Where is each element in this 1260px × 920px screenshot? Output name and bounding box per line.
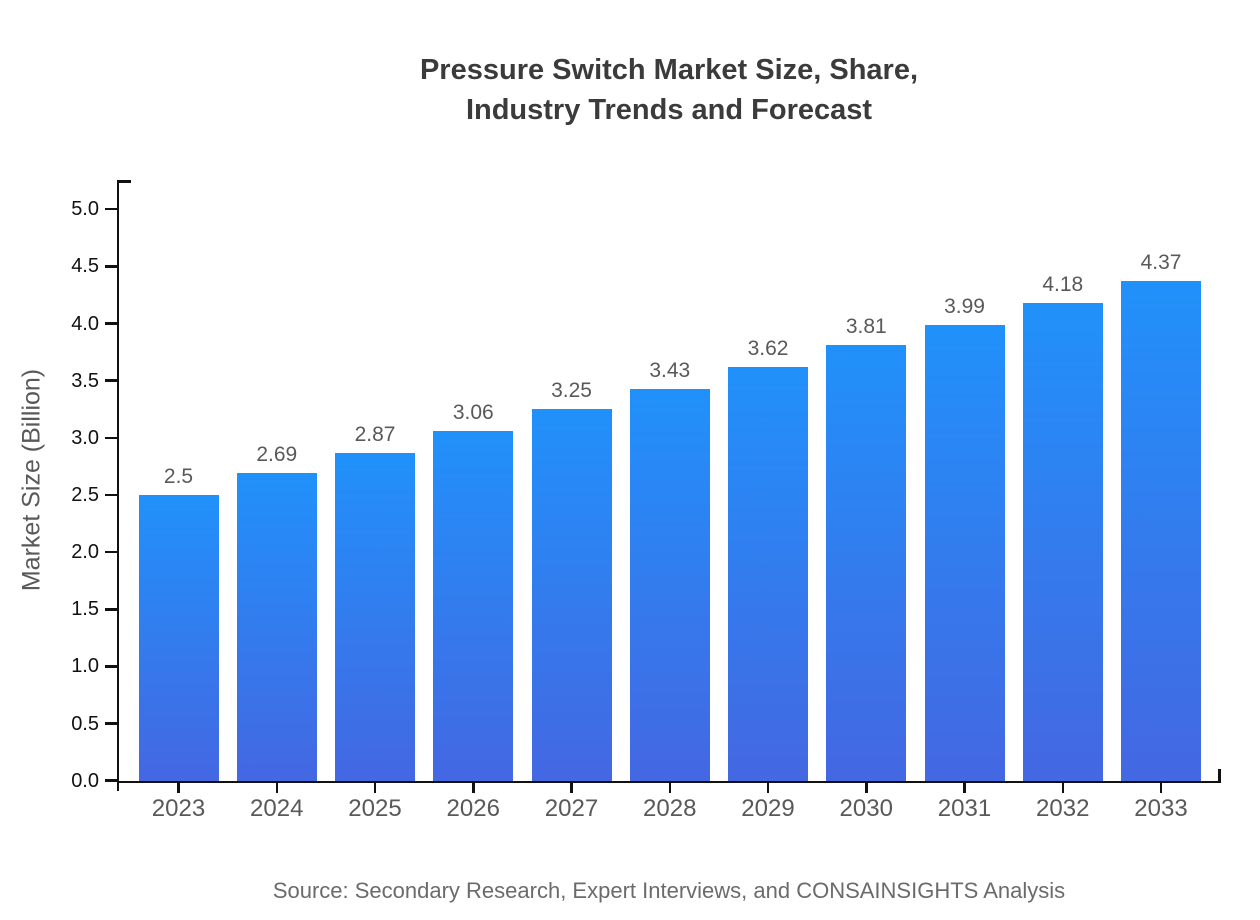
x-tick-label: 2032 bbox=[1036, 795, 1090, 822]
x-tick-label: 2026 bbox=[446, 795, 500, 822]
bar-2026 bbox=[433, 430, 514, 781]
x-tick-label: 2025 bbox=[348, 795, 402, 822]
bar-value-label: 3.06 bbox=[452, 400, 494, 424]
y-axis-top-cap bbox=[116, 180, 131, 183]
bar-value-label: 2.69 bbox=[256, 443, 298, 467]
y-tick-label: 3.5 bbox=[71, 369, 99, 392]
x-tick-mark bbox=[177, 781, 180, 793]
y-tick-label: 0.5 bbox=[71, 712, 99, 735]
bar-2027 bbox=[531, 409, 612, 781]
x-axis-end-cap bbox=[1218, 769, 1221, 783]
chart-title: Pressure Switch Market Size, Share, Indu… bbox=[419, 54, 919, 126]
bar-2024 bbox=[236, 473, 317, 781]
x-tick-mark bbox=[373, 781, 377, 793]
bar-2030 bbox=[826, 345, 907, 781]
bar-value-label: 3.43 bbox=[649, 358, 691, 382]
y-tick-label: 4.5 bbox=[71, 255, 99, 278]
x-tick-mark bbox=[668, 781, 671, 793]
y-tick-mark bbox=[105, 493, 117, 497]
bar-value-label: 3.62 bbox=[747, 336, 789, 360]
y-tick-mark bbox=[105, 436, 117, 440]
bar-value-label: 3.81 bbox=[845, 315, 887, 339]
x-tick-mark bbox=[1159, 781, 1163, 793]
bar-value-label: 2.5 bbox=[163, 464, 194, 488]
y-tick-mark bbox=[105, 722, 117, 725]
y-tick-mark bbox=[105, 608, 117, 611]
y-tick-mark bbox=[105, 550, 117, 554]
x-tick-label: 2024 bbox=[250, 795, 304, 822]
bar-2029 bbox=[728, 366, 808, 781]
y-tick-label: 5.0 bbox=[71, 198, 99, 221]
bar-2025 bbox=[335, 452, 415, 781]
x-tick-label: 2027 bbox=[544, 795, 599, 822]
y-tick-mark bbox=[105, 779, 117, 782]
y-tick-label: 0.0 bbox=[71, 769, 99, 792]
x-tick-mark bbox=[570, 781, 573, 793]
x-tick-label: 2029 bbox=[741, 795, 795, 822]
bar-value-label: 4.18 bbox=[1042, 272, 1084, 296]
x-tick-label: 2031 bbox=[937, 795, 992, 822]
y-tick-label: 3.0 bbox=[71, 426, 99, 449]
x-tick-label: 2030 bbox=[839, 795, 893, 822]
x-tick-mark bbox=[275, 781, 278, 793]
bar-value-label: 4.37 bbox=[1140, 251, 1182, 275]
bar-2028 bbox=[629, 388, 710, 781]
x-tick-mark bbox=[865, 781, 868, 793]
x-tick-mark bbox=[1061, 781, 1064, 793]
x-tick-label: 2023 bbox=[151, 795, 206, 822]
x-tick-mark bbox=[963, 781, 966, 793]
y-axis-spine bbox=[116, 180, 119, 791]
y-tick-mark bbox=[105, 379, 117, 382]
bar-2033 bbox=[1121, 281, 1201, 781]
x-tick-mark bbox=[472, 781, 475, 793]
y-tick-label: 1.0 bbox=[71, 655, 99, 678]
x-tick-label: 2028 bbox=[643, 795, 697, 822]
y-tick-mark bbox=[105, 665, 117, 668]
bar-value-label: 3.99 bbox=[944, 294, 985, 318]
y-tick-mark bbox=[105, 207, 117, 211]
y-tick-mark bbox=[105, 265, 117, 268]
y-tick-label: 1.5 bbox=[71, 598, 99, 621]
source-note: Source: Secondary Research, Expert Inter… bbox=[272, 878, 1066, 903]
x-tick-mark bbox=[766, 781, 770, 793]
y-tick-mark bbox=[105, 322, 117, 325]
bar-2023 bbox=[138, 494, 219, 781]
bar-2031 bbox=[924, 324, 1005, 781]
x-tick-label: 2033 bbox=[1134, 795, 1188, 822]
y-tick-label: 2.5 bbox=[71, 483, 99, 506]
y-tick-label: 4.0 bbox=[71, 312, 99, 335]
y-tick-label: 2.0 bbox=[71, 541, 99, 564]
bar-value-label: 2.87 bbox=[354, 422, 396, 446]
bar-2032 bbox=[1022, 302, 1103, 781]
bar-value-label: 3.25 bbox=[551, 379, 592, 403]
